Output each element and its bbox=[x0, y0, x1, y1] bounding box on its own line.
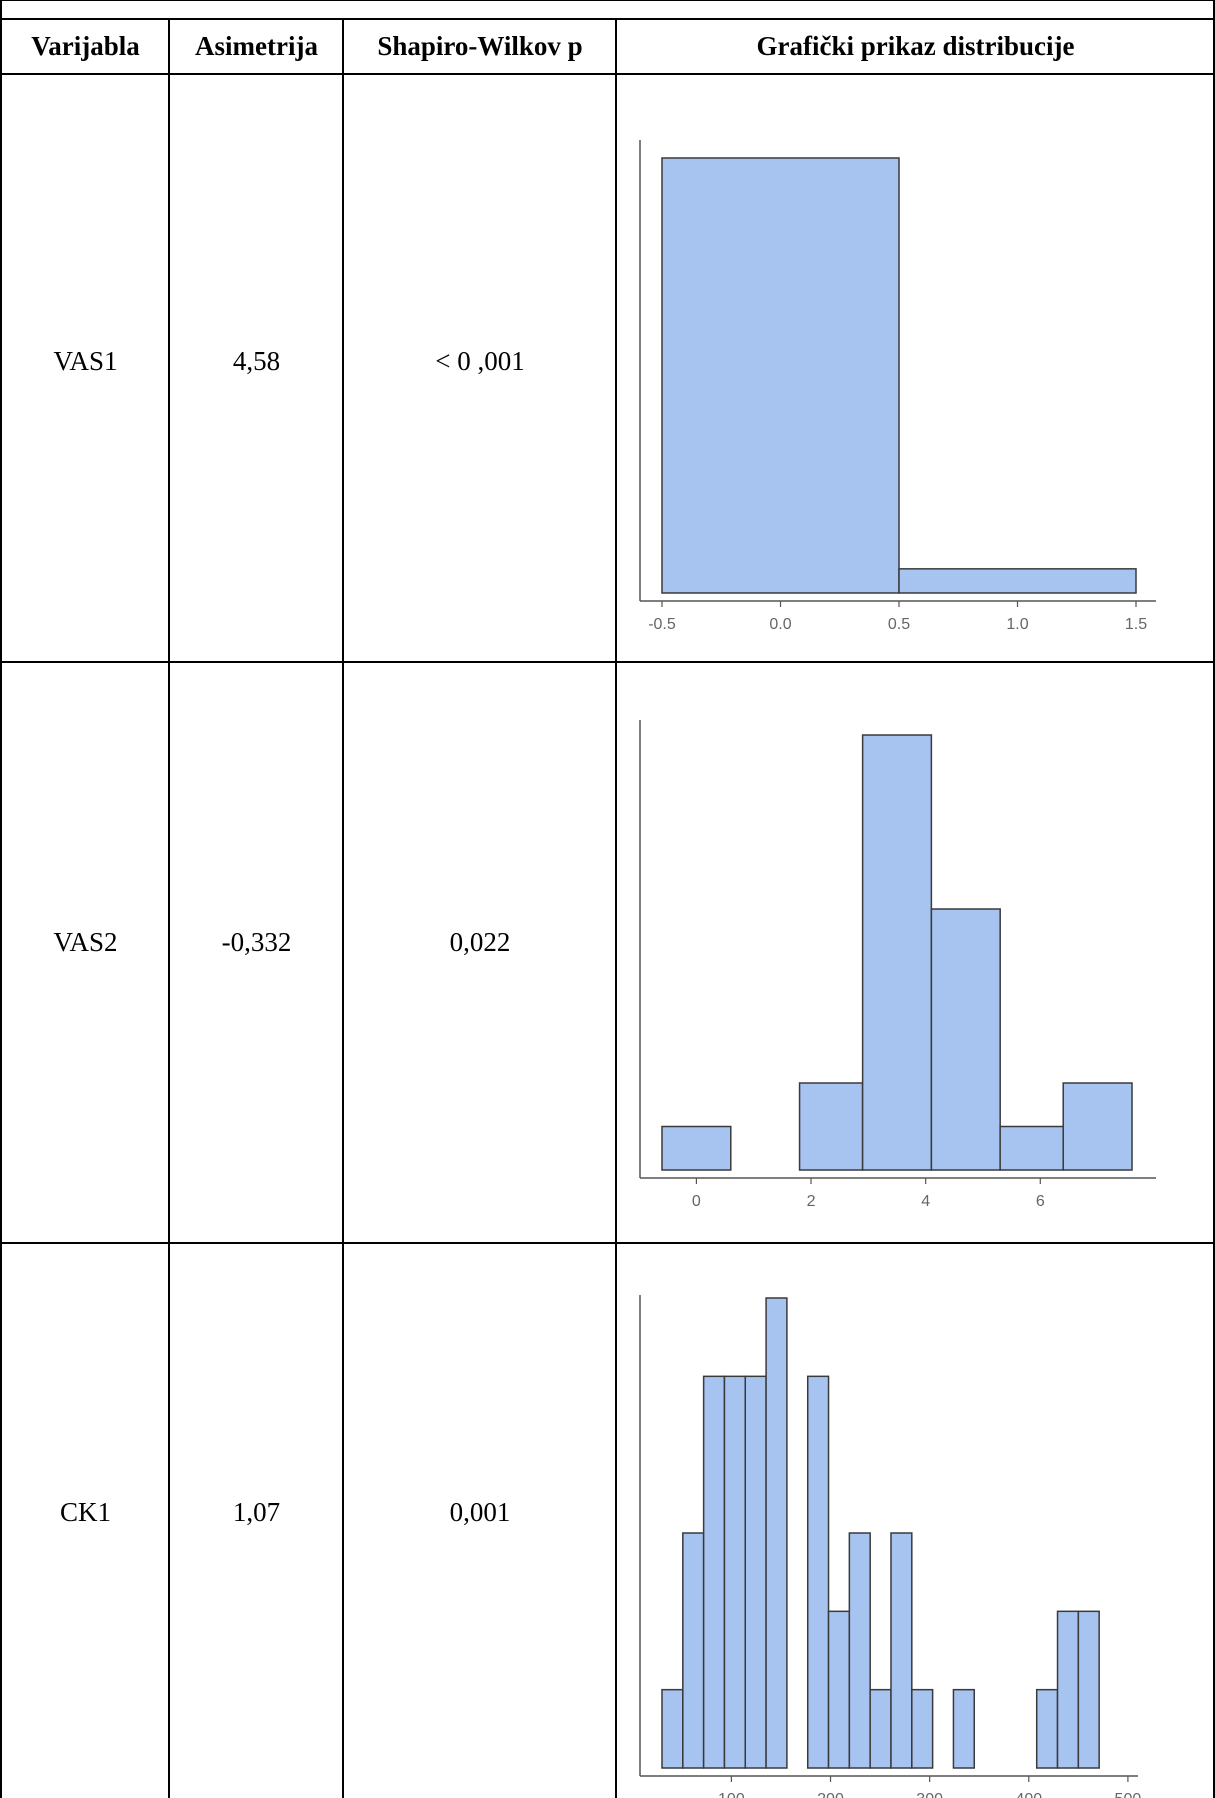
x-tick-label: 0.5 bbox=[888, 616, 910, 633]
histogram-bar bbox=[1062, 1082, 1133, 1171]
histogram-vas1: -0.5 0.0 0.5 1.0 1.5 bbox=[639, 140, 1156, 633]
histogram-bar bbox=[952, 1688, 976, 1769]
x-tick-label: 6 bbox=[1036, 1193, 1045, 1210]
histogram-bar bbox=[682, 1532, 705, 1769]
x-tick-label: 1.0 bbox=[1006, 616, 1028, 633]
histogram-bar bbox=[827, 1610, 851, 1769]
x-tick-label: 0.0 bbox=[769, 616, 791, 633]
histogram-bar bbox=[848, 1532, 871, 1769]
histogram-bar bbox=[890, 1532, 913, 1769]
header-shapiro-p: Shapiro-Wilkov p bbox=[377, 31, 583, 61]
table-row-vas1-variable: VAS1 bbox=[53, 346, 118, 376]
table-row-vas1-shapiro-p: < 0 ,001 bbox=[435, 346, 525, 376]
histogram-bar bbox=[999, 1125, 1064, 1171]
x-tick-label: 400 bbox=[1015, 1791, 1042, 1798]
x-tick-label: 0 bbox=[692, 1193, 701, 1210]
header-variable: Varijabla bbox=[31, 31, 140, 61]
histogram-vas2: 0 2 4 6 bbox=[639, 720, 1156, 1210]
table-row-vas2-shapiro-p: 0,022 bbox=[449, 927, 511, 957]
x-tick-label: 300 bbox=[916, 1791, 943, 1798]
histogram-ck1: 100 200 300 400 500 bbox=[639, 1295, 1142, 1798]
x-tick-label: -0.5 bbox=[648, 616, 676, 633]
x-tick-label: 2 bbox=[807, 1193, 816, 1210]
histogram-bar bbox=[765, 1297, 788, 1769]
histogram-bar bbox=[898, 568, 1137, 594]
histogram-bar bbox=[723, 1375, 747, 1769]
table-row-ck1-skewness: 1,07 bbox=[232, 1497, 281, 1527]
header-skewness: Asimetrija bbox=[195, 31, 318, 61]
histogram-bar bbox=[911, 1688, 934, 1769]
histogram-bar bbox=[1056, 1610, 1080, 1769]
histogram-bar bbox=[798, 1082, 864, 1171]
table-row-ck1-variable: CK1 bbox=[59, 1497, 111, 1527]
histogram-bar bbox=[1035, 1688, 1059, 1769]
table-row-vas2-skewness: -0,332 bbox=[221, 927, 292, 957]
histogram-bar bbox=[702, 1375, 726, 1769]
header-distribution-chart: Grafički prikaz distribucije bbox=[756, 31, 1075, 61]
histogram-bar bbox=[744, 1375, 767, 1769]
histogram-bar bbox=[661, 157, 900, 594]
table-row-ck1-shapiro-p: 0,001 bbox=[449, 1497, 511, 1527]
x-tick-label: 1.5 bbox=[1125, 616, 1147, 633]
histogram-bar bbox=[806, 1375, 830, 1769]
x-tick-label: 500 bbox=[1115, 1791, 1142, 1798]
histogram-bar bbox=[930, 908, 1001, 1171]
histogram-bar bbox=[861, 734, 933, 1171]
table-row-vas1-skewness: 4,58 bbox=[232, 346, 281, 376]
x-tick-label: 4 bbox=[921, 1193, 930, 1210]
histogram-bar bbox=[661, 1125, 732, 1171]
histogram-bar bbox=[661, 1688, 684, 1769]
histogram-bar bbox=[869, 1688, 892, 1769]
table-row-vas2-variable: VAS2 bbox=[53, 927, 118, 957]
x-tick-label: 100 bbox=[718, 1791, 745, 1798]
histogram-bar bbox=[1077, 1610, 1100, 1769]
x-tick-label: 200 bbox=[817, 1791, 844, 1798]
